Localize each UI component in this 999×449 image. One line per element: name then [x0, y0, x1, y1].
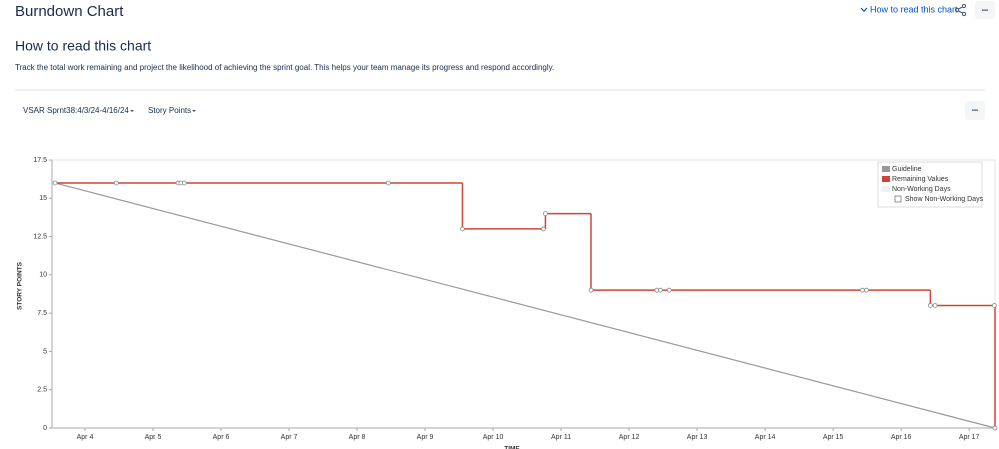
- y-tick-label: 0: [43, 425, 47, 432]
- x-tick-label: Apr 15: [823, 434, 844, 441]
- help-link[interactable]: How to read this chart: [870, 4, 958, 14]
- data-point: [927, 303, 933, 308]
- page-title: Burndown Chart: [15, 3, 124, 20]
- y-tick-label: 15: [39, 195, 47, 202]
- x-tick-label: Apr 11: [551, 434, 571, 441]
- x-tick-label: Apr 16: [891, 434, 912, 441]
- x-tick-label: Apr 9: [417, 434, 434, 441]
- data-point: [460, 226, 465, 232]
- legend-swatch: [882, 176, 890, 182]
- section-description: Track the total work remaining and proje…: [15, 63, 554, 72]
- legend-label: Non-Working Days: [892, 186, 951, 193]
- sprint-dropdown[interactable]: VSAR Sprnt38:4/3/24-4/16/24: [23, 106, 129, 115]
- more-button[interactable]: [975, 1, 995, 19]
- data-point: [543, 211, 548, 217]
- y-axis-label: STORY POINTS: [17, 261, 24, 310]
- data-point: [991, 303, 997, 308]
- legend-label: Guideline: [892, 166, 922, 173]
- data-point: [181, 180, 187, 186]
- x-tick-label: Apr 6: [213, 434, 230, 441]
- checkbox-label: Show Non-Working Days: [905, 196, 984, 203]
- data-point: [385, 180, 391, 186]
- y-tick-label: 2.5: [37, 387, 47, 394]
- caret: [130, 110, 134, 112]
- chevron-icon: [860, 7, 868, 12]
- more-button-label: •••: [982, 9, 988, 15]
- checkbox[interactable]: [894, 195, 902, 203]
- x-tick-label: Apr 4: [77, 434, 94, 441]
- legend-swatch: [882, 186, 890, 192]
- y-tick-label: 10: [39, 272, 47, 279]
- chart: 0 2.5 5 7.5 10 12.5 15 17.5 Apr 4 Apr 5 Apr 6 Apr 7…: [17, 157, 998, 449]
- y-tick-label: 17.5: [33, 157, 47, 164]
- data-point: [113, 180, 119, 186]
- legend-box: [877, 161, 983, 208]
- y-tick-label: 5: [43, 348, 47, 355]
- x-axis-label: TIME: [504, 446, 520, 449]
- x-tick-label: Apr 5: [145, 434, 162, 441]
- x-tick-label: Apr 12: [619, 434, 640, 441]
- legend-label: Remaining Values: [892, 176, 949, 183]
- x-tick-label: Apr 17: [959, 434, 980, 441]
- share-icon[interactable]: [954, 3, 967, 17]
- data-point: [588, 287, 594, 293]
- legend-swatch: [882, 166, 890, 172]
- data-point: [657, 287, 663, 293]
- x-tick-label: Apr 10: [483, 434, 504, 441]
- data-point: [864, 287, 869, 293]
- caret: [192, 110, 196, 112]
- x-tick-label: Apr 7: [281, 434, 298, 441]
- data-point: [540, 226, 546, 232]
- chart-more-button-label: •••: [972, 109, 978, 115]
- section-heading: How to read this chart: [15, 38, 151, 54]
- y-tick-label: 7.5: [37, 310, 47, 317]
- data-point: [859, 287, 865, 293]
- plot-frame: [51, 159, 996, 429]
- y-tick-label: 12.5: [33, 233, 47, 240]
- estimate-dropdown[interactable]: Story Points: [148, 106, 191, 115]
- x-tick-label: Apr 13: [687, 434, 708, 441]
- x-tick-label: Apr 14: [755, 434, 776, 441]
- chart-more-button[interactable]: [965, 101, 985, 120]
- x-tick-label: Apr 8: [349, 434, 366, 441]
- data-point: [992, 425, 998, 431]
- guideline: [54, 182, 996, 429]
- data-point: [932, 303, 938, 308]
- data-point: [52, 180, 58, 186]
- data-point: [666, 287, 672, 293]
